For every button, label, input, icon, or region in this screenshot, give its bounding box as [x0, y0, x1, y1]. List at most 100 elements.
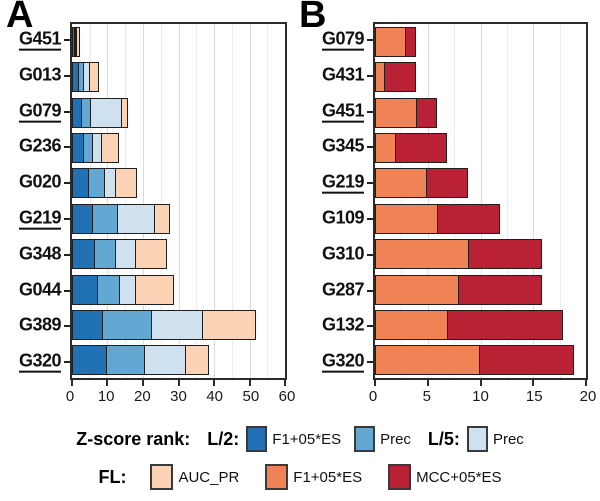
- minor-gridline: [125, 24, 127, 378]
- y-axis-tick: [367, 182, 373, 185]
- legend-swatch-red: [388, 464, 412, 490]
- y-axis-tick: [367, 361, 373, 364]
- bar-segment: [72, 345, 108, 376]
- stacked-bar-G079: [72, 97, 132, 128]
- minor-gridline: [231, 24, 233, 378]
- legend-item-label: MCC+05*ES: [416, 468, 502, 486]
- x-axis-tick: [426, 380, 429, 386]
- x-axis-tick: [532, 380, 535, 386]
- legend-item: Prec: [354, 426, 411, 452]
- y-axis-tick: [64, 217, 70, 220]
- x-axis: 0 10 20 30 40 50 60: [66, 388, 296, 410]
- x-tick-label: 0: [368, 388, 378, 405]
- stacked-bar-G310: [375, 239, 544, 270]
- bar-segment: [90, 97, 123, 128]
- bar-segment: [468, 239, 543, 270]
- gene-label-text: G389: [18, 314, 62, 335]
- legend-group-label: L/5:: [427, 428, 460, 449]
- bar-segment: [72, 309, 104, 340]
- x-tick-label: 5: [422, 388, 431, 405]
- gene-label-text: G013: [18, 64, 62, 85]
- y-axis-tick: [64, 325, 70, 328]
- legend-title: Z-score rank:: [76, 428, 191, 449]
- bar-segment: [394, 132, 448, 163]
- legend-swatch-blue_light: [466, 426, 488, 452]
- bar-segment: [384, 62, 416, 93]
- bar-segment: [375, 239, 470, 270]
- bar-segment: [72, 274, 99, 305]
- gene-label: G431: [321, 64, 365, 85]
- legend-swatch-blue_mid: [354, 426, 376, 452]
- bar-segment: [101, 132, 119, 163]
- y-axis-tick: [64, 182, 70, 185]
- x-tick-label: 20: [133, 388, 151, 405]
- stacked-bar-G219: [72, 203, 175, 234]
- stacked-bar-G431: [375, 62, 417, 93]
- bar-segment: [478, 345, 574, 376]
- gene-label-text: G044: [18, 279, 62, 300]
- gene-label: G219: [18, 207, 62, 230]
- gene-label-text: G431: [321, 64, 365, 85]
- gene-label-text: G451: [321, 100, 365, 123]
- x-axis-tick: [177, 380, 180, 386]
- legend-item-label: Prec: [492, 430, 524, 448]
- x-tick-label: 0: [65, 388, 75, 405]
- minor-gridline: [160, 24, 162, 378]
- gene-label: G348: [19, 243, 62, 264]
- bar-segment: [154, 203, 171, 234]
- x-tick-label: 10: [472, 388, 489, 405]
- bar-segment: [150, 309, 204, 340]
- x-tick-label: 40: [206, 388, 223, 405]
- bar-segment: [426, 168, 469, 199]
- gene-label-text: G079: [18, 100, 62, 123]
- x-axis-tick: [284, 380, 286, 386]
- stacked-bar-G132: [375, 309, 565, 340]
- gene-label-text: G451: [18, 28, 62, 51]
- gene-label-text: G236: [18, 135, 62, 156]
- legend-row: FL: AUC_PR F1+05*ES MCC+05*ES: [0, 464, 600, 490]
- gene-label-text: G109: [321, 207, 365, 228]
- panel-b-letter: B: [299, 0, 327, 36]
- bar-segment: [436, 203, 501, 234]
- bar-segment: [76, 26, 80, 57]
- minor-gridline: [89, 24, 91, 378]
- bar-segment: [72, 239, 96, 270]
- bar-segment: [118, 274, 137, 305]
- minor-gridline: [196, 24, 198, 378]
- x-axis-tick: [374, 380, 376, 386]
- y-axis-tick: [367, 217, 373, 220]
- x-tick-label: 10: [97, 388, 115, 405]
- legend-row: Z-score rank: L/2: F1+05*ES Prec L/5: Prec: [0, 426, 600, 452]
- y-axis-tick: [367, 325, 373, 328]
- y-axis-tick: [64, 38, 70, 41]
- gene-label-text: G345: [321, 135, 365, 156]
- stacked-bar-G320: [375, 345, 575, 376]
- legend-swatch-peach: [150, 464, 174, 490]
- bar-segment: [202, 309, 256, 340]
- gene-label: G451: [321, 100, 365, 123]
- x-axis: 0 5 10 15 20: [369, 388, 597, 410]
- gene-label: G079: [321, 28, 365, 51]
- plot-area: [373, 22, 588, 386]
- bar-segment: [375, 345, 481, 376]
- legend-item: F1+05*ES: [265, 464, 362, 490]
- legend-group: L/5: Prec: [428, 426, 524, 452]
- bar-segment: [134, 274, 174, 305]
- major-gridline: [249, 24, 251, 378]
- legend-group: AUC_PR F1+05*ES MCC+05*ES: [150, 464, 502, 490]
- x-tick-label: 15: [525, 388, 543, 405]
- major-gridline: [213, 24, 215, 378]
- gene-label: G310: [322, 243, 365, 264]
- gene-label: G320: [321, 350, 365, 373]
- x-tick-label: 60: [278, 388, 296, 405]
- x-axis-tick: [248, 380, 251, 386]
- legend-item: AUC_PR: [150, 464, 239, 490]
- stacked-bar-G389: [72, 309, 260, 340]
- gene-label-text: G287: [321, 279, 365, 300]
- gene-label: G451: [18, 28, 62, 51]
- stacked-bar-G345: [375, 132, 449, 163]
- y-axis-tick: [367, 289, 373, 292]
- gene-label: G389: [18, 314, 62, 336]
- bar-segment: [88, 62, 100, 93]
- stacked-bar-G219: [375, 168, 470, 199]
